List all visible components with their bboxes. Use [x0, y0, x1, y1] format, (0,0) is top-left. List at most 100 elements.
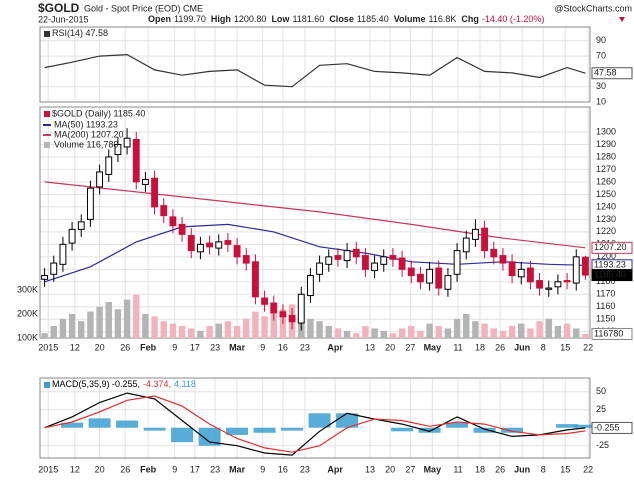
x-tick-label: 12: [70, 464, 80, 474]
x-tick-label: 23: [300, 342, 310, 352]
candle-body: [407, 267, 415, 277]
histogram-bar: [418, 427, 441, 433]
candle-body: [77, 221, 85, 230]
y-tick-label: 70: [596, 50, 606, 60]
candle-body: [50, 262, 58, 275]
y-tick-label: 1240: [596, 201, 616, 211]
legend: RSI(14) 47.58: [52, 28, 108, 38]
y-tick-label: 30: [596, 81, 606, 91]
quote-value: -14.40 (-1.20%): [482, 14, 545, 24]
histogram-bar: [446, 422, 469, 428]
end-tag: [591, 269, 633, 282]
symbol: $GOLD: [38, 1, 80, 15]
x-tick-label: 2015: [38, 342, 58, 352]
x-tick-label: Jun: [514, 342, 530, 352]
y-tick-label: 1150: [596, 314, 615, 324]
x-tick-label: 17: [190, 342, 200, 352]
volume-bar: [270, 314, 277, 338]
volume-bar: [362, 326, 369, 338]
candle-body: [371, 262, 379, 272]
candle-body: [398, 257, 406, 270]
legend: Volume 116,780: [54, 139, 118, 149]
x-tick-label: Apr: [327, 464, 343, 474]
instrument-name: Gold - Spot Price (EOD) CME: [84, 3, 203, 13]
volume-bar: [398, 328, 406, 338]
candle-body: [435, 267, 443, 289]
candle-body: [352, 248, 360, 258]
volume-bar: [105, 302, 112, 338]
candle-body: [297, 293, 305, 324]
histogram-bar: [171, 427, 194, 443]
legend: MA(200) 1207.20: [54, 129, 124, 139]
end-tag-label: 47.58: [594, 68, 617, 78]
down-arrow: [619, 17, 625, 22]
candle-body: [206, 242, 214, 248]
volume-bar: [371, 328, 378, 338]
candle-body: [471, 228, 479, 240]
candle-body: [169, 216, 177, 227]
x-tick-label: 26: [120, 342, 130, 352]
x-tick-label: 12: [70, 342, 80, 352]
quote: Open 1199.70 High 1200.80 Low 1181.60 Close 118…: [148, 14, 544, 24]
x-tick-label: 13: [365, 342, 375, 352]
candle-body: [380, 256, 388, 265]
x-tick-label: 9: [260, 464, 265, 474]
candle-body: [343, 250, 351, 262]
volume-bar: [68, 314, 76, 338]
volume-bar: [316, 321, 323, 338]
y-tick-label: 1160: [596, 301, 615, 311]
quote-value: 1181.60: [292, 14, 324, 24]
volume-bar: [527, 328, 534, 338]
legend-entry: RSI(14) 47.58: [52, 28, 108, 38]
candle-body: [123, 137, 131, 148]
x-tick-label: 9: [172, 464, 177, 474]
volume-bar: [206, 326, 213, 338]
candle-body: [114, 143, 122, 155]
y-tick-label: 25: [596, 404, 606, 414]
candle-body: [160, 205, 168, 217]
legend-entry: MACD(5,35,9) -0.255,: [52, 379, 140, 389]
legend-entry: -4.374,: [143, 379, 171, 389]
x-tick-label: 8: [541, 342, 546, 352]
candle-body: [444, 275, 452, 290]
volume-bar: [50, 326, 57, 338]
legend-swatch: [44, 111, 50, 117]
legend-swatch: [44, 382, 50, 388]
volume-bar: [261, 316, 268, 338]
watermark: @StockCharts.com: [554, 3, 632, 13]
x-tick-label: 23: [210, 464, 220, 474]
histogram-bar: [281, 427, 304, 431]
quote-value: 116.8K: [429, 14, 457, 24]
candle-body: [196, 243, 204, 253]
volume-bar: [224, 321, 232, 338]
volume-bar: [444, 328, 452, 338]
y-tick-label: 1280: [596, 151, 616, 161]
y-tick-label: 1270: [596, 164, 616, 174]
x-tick-label: 27: [405, 464, 415, 474]
candle-body: [563, 280, 571, 283]
x-tick-label: 20: [385, 464, 395, 474]
quote-label: Close: [329, 14, 354, 24]
x-tick-label: 8: [541, 464, 546, 474]
x-tick-label: 9: [172, 342, 177, 352]
volume-bar: [233, 326, 241, 338]
candle-body: [178, 223, 186, 235]
end-tag-label: 1207.20: [594, 242, 627, 252]
quote-value: 1199.70: [174, 14, 206, 24]
candle-body: [261, 297, 269, 305]
volume-bar: [307, 318, 314, 338]
volume-tick-label: 100K: [17, 332, 38, 342]
volume-bar: [554, 326, 562, 338]
x-tick-label: 20: [95, 342, 105, 352]
histogram-bar: [226, 427, 249, 435]
legend: $GOLD (Daily) 1185.40: [52, 108, 145, 118]
x-tick-label: 26: [495, 464, 505, 474]
candle-body: [334, 255, 342, 260]
line: [44, 395, 586, 453]
volume-bar: [160, 321, 167, 338]
volume-bar: [133, 294, 140, 338]
volume-bar: [215, 323, 222, 338]
candle-body: [187, 235, 195, 252]
